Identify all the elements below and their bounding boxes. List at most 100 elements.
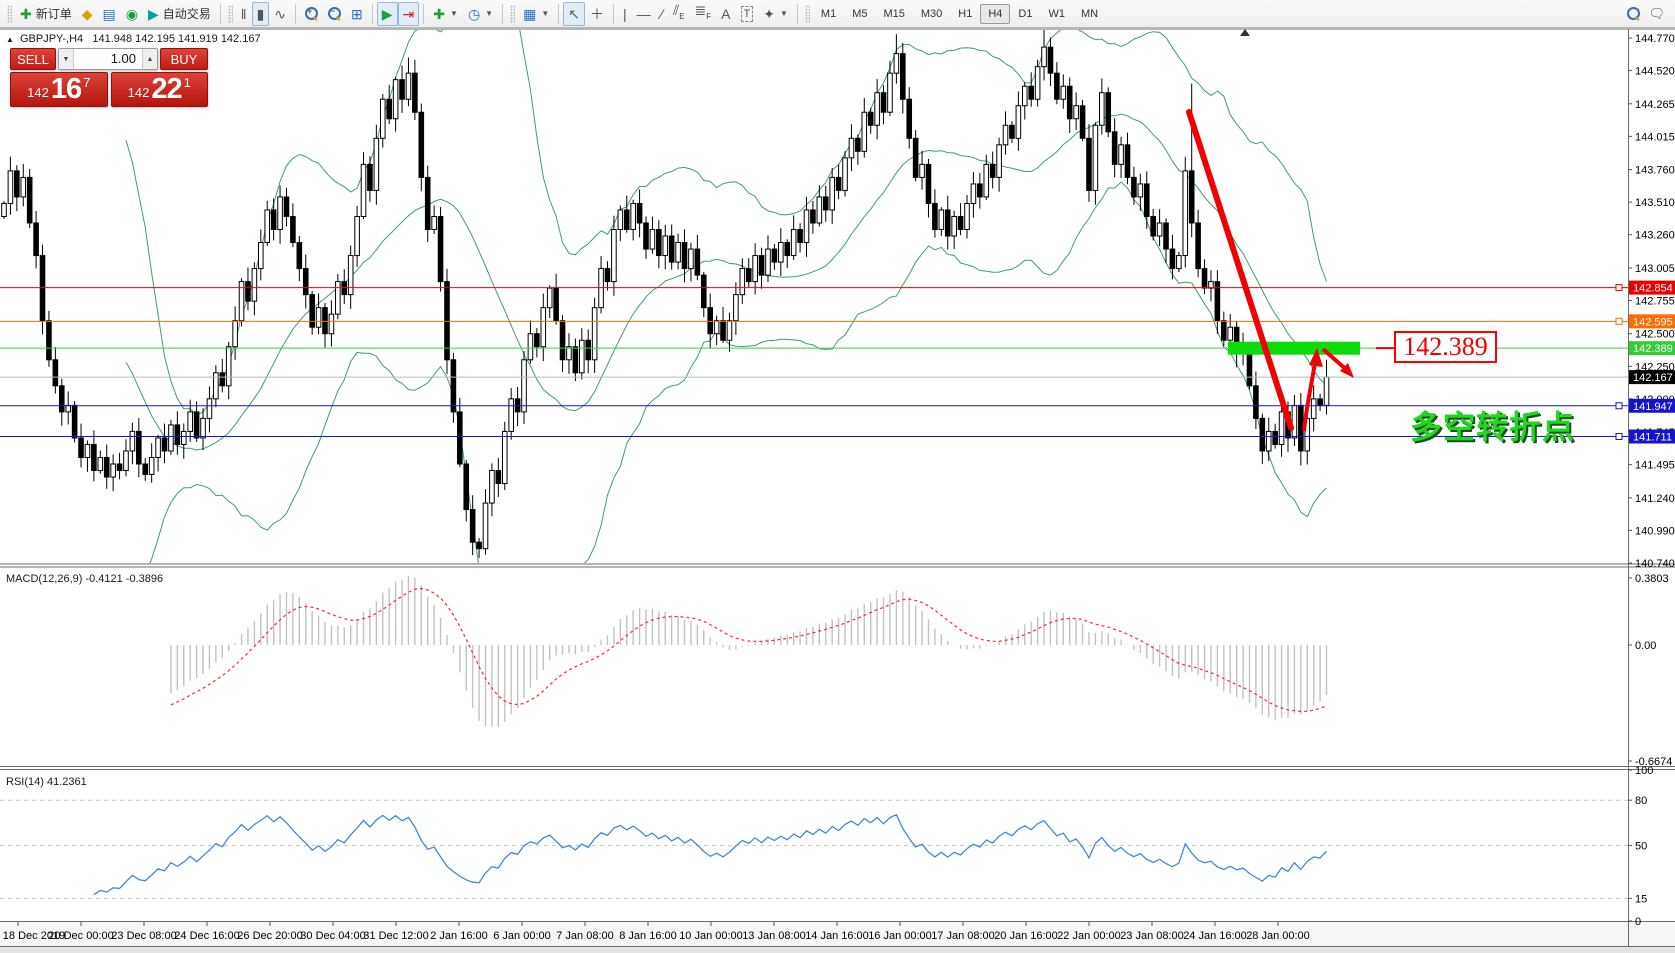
- candle-body: [161, 437, 168, 452]
- time-axis-label: 20 Dec 00:00: [48, 930, 113, 942]
- signals-button[interactable]: ◉: [121, 2, 143, 26]
- zoom-out-button[interactable]: −: [323, 2, 346, 26]
- candle-body: [694, 248, 701, 276]
- candle-body: [611, 229, 617, 283]
- candle-body: [489, 470, 495, 504]
- candle-body: [450, 359, 457, 413]
- auto-scroll-button[interactable]: ▶: [376, 1, 398, 26]
- toolbar-separator: [371, 3, 373, 24]
- autotrading-button[interactable]: ▶ 自动交易: [143, 2, 216, 26]
- candle-body: [643, 222, 649, 250]
- periods-button[interactable]: ◷ ▼: [463, 2, 498, 26]
- chart-canvas[interactable]: 144.770 144.520 144.265 144.015 143.760 143.5…: [0, 28, 1675, 953]
- candle-body: [1, 202, 7, 217]
- tab-timeframe-m5[interactable]: M5: [852, 7, 868, 20]
- candle-body: [26, 176, 33, 224]
- level-line-handle[interactable]: [1615, 433, 1623, 441]
- toolbar-drag-handle[interactable]: [7, 4, 12, 23]
- rsi-tick-label: 100: [1635, 765, 1653, 777]
- candle-body: [700, 274, 707, 309]
- level-price-label-text: 142.389: [1633, 343, 1673, 355]
- fibonacci-icon: ≣F: [694, 2, 712, 21]
- toolbar-drag-handle[interactable]: [510, 4, 516, 23]
- level-line-handle[interactable]: [1615, 284, 1623, 292]
- tab-timeframe-w1[interactable]: W1: [1048, 7, 1065, 20]
- search-icon[interactable]: [1627, 7, 1641, 20]
- fibonacci-tool[interactable]: ≣F: [690, 2, 717, 26]
- crosshair-tool-button[interactable]: ＋: [585, 2, 609, 26]
- downtrend-line[interactable]: [1186, 109, 1294, 431]
- tab-timeframe-m30[interactable]: M30: [920, 7, 943, 20]
- candle-body: [604, 268, 611, 283]
- vertical-line-tool[interactable]: |: [618, 2, 632, 26]
- chart-area[interactable]: 144.770 144.520 144.265 144.015 143.760 143.5…: [0, 28, 1675, 953]
- candle-body: [367, 163, 373, 191]
- level-price-callout[interactable]: 142.389: [1394, 331, 1497, 363]
- trendline-tool[interactable]: ∕: [656, 2, 668, 26]
- sell-button[interactable]: SELL: [10, 48, 56, 70]
- sell-price-display[interactable]: 142 16 7: [10, 72, 108, 107]
- toolbar-drag-handle[interactable]: [804, 4, 810, 23]
- candle-body: [758, 255, 765, 276]
- buy-button[interactable]: BUY: [160, 48, 208, 70]
- candle-body: [116, 463, 123, 472]
- support-zone-highlight[interactable]: [1228, 341, 1360, 355]
- candle-body: [1272, 430, 1278, 445]
- tab-timeframe-h4[interactable]: H4: [980, 3, 1011, 24]
- chat-icon[interactable]: 🗨: [1648, 5, 1665, 21]
- tile-windows-button[interactable]: ⊞: [346, 2, 368, 26]
- candle-body: [771, 248, 778, 263]
- chart-shift-button[interactable]: ⇥: [397, 1, 420, 26]
- candle-body: [379, 98, 386, 139]
- candle-body: [412, 72, 418, 113]
- toolbar-separator: [295, 3, 297, 24]
- tab-timeframe-h1[interactable]: H1: [958, 7, 973, 20]
- tab-timeframe-mn[interactable]: MN: [1080, 7, 1099, 20]
- candle-body: [585, 339, 592, 361]
- tab-timeframe-m15[interactable]: M15: [883, 7, 905, 20]
- bar-chart-button[interactable]: ‖: [236, 2, 252, 26]
- volume-increase-button[interactable]: ▲: [142, 49, 157, 69]
- tab-timeframe-m1[interactable]: M1: [820, 7, 837, 20]
- text-tool[interactable]: A: [716, 2, 735, 26]
- candle-body: [932, 202, 938, 231]
- tab-timeframe-d1[interactable]: D1: [1018, 7, 1033, 20]
- text-label-tool[interactable]: T: [736, 2, 759, 26]
- candle-body: [623, 209, 630, 231]
- channel-tool[interactable]: ⫽E: [668, 2, 690, 26]
- level-price-label: [1629, 280, 1675, 295]
- candle-body: [822, 196, 829, 211]
- candle-body: [681, 242, 688, 270]
- time-axis-strip: [0, 922, 1675, 947]
- autotrading-icon: ▶: [147, 5, 159, 22]
- scroll-to-end-icon[interactable]: [1240, 29, 1250, 36]
- cursor-tool-button[interactable]: ↖: [563, 1, 585, 26]
- line-chart-button[interactable]: ∿: [269, 2, 291, 26]
- market-watch-button[interactable]: ▤: [98, 2, 121, 26]
- indicators-button[interactable]: ✚ ▼: [428, 2, 463, 26]
- market-watch-icon: ▤: [102, 5, 116, 22]
- candle-body: [912, 137, 919, 178]
- buy-price-display[interactable]: 142 22 1: [110, 72, 208, 107]
- new-order-button[interactable]: ✚ 新订单: [15, 2, 77, 26]
- turning-point-annotation[interactable]: 多空转折点: [1410, 409, 1576, 445]
- profiles-icon: ◆: [81, 5, 93, 22]
- toolbar-drag-handle[interactable]: [227, 4, 233, 23]
- level-line-handle[interactable]: [1615, 402, 1623, 410]
- volume-input[interactable]: 1.00: [110, 51, 136, 66]
- candle-body: [84, 443, 91, 458]
- candle-body: [752, 255, 758, 283]
- horizontal-line-tool[interactable]: —: [632, 2, 656, 26]
- candle-body: [688, 248, 694, 270]
- price-tick-label: 141.240: [1635, 493, 1675, 505]
- panel-collapse-icon[interactable]: ▲: [6, 35, 14, 44]
- arrows-tool[interactable]: ✦ ▼: [758, 2, 793, 26]
- candle-body: [656, 229, 662, 257]
- candle-body: [1028, 85, 1035, 100]
- profiles-button[interactable]: ◆: [77, 2, 98, 26]
- level-line-handle[interactable]: [1615, 317, 1623, 325]
- templates-button[interactable]: ▦ ▼: [518, 2, 554, 26]
- volume-decrease-button[interactable]: ▼: [59, 49, 74, 69]
- zoom-in-button[interactable]: +: [300, 2, 323, 26]
- candlestick-chart-button[interactable]: ▮: [251, 1, 270, 26]
